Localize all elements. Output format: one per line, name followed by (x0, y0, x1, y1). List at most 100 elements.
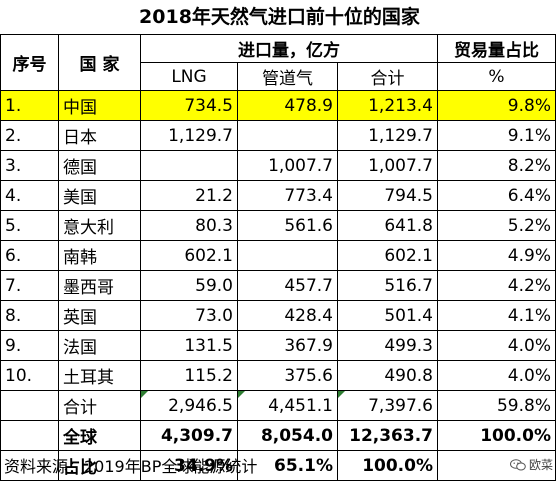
watermark: 欧菜 (509, 456, 553, 473)
row-lng: 131.5 (140, 330, 238, 361)
row-seq: 7. (0, 270, 59, 301)
table-row: 1. 中国 734.5 478.9 1,213.4 9.8% (0, 90, 556, 121)
row-country: 德国 (58, 150, 141, 181)
row-share: 9.8% (437, 90, 556, 121)
row-country: 日本 (58, 120, 141, 151)
header-seq: 序号 (0, 34, 59, 91)
row-lng: 59.0 (140, 270, 238, 301)
row-share: 4.1% (437, 300, 556, 331)
row-share: 4.2% (437, 270, 556, 301)
row-seq: 5. (0, 210, 59, 241)
row-share: 4.0% (437, 330, 556, 361)
row-total: 499.3 (337, 330, 438, 361)
row-share: 9.1% (437, 120, 556, 151)
global-blank (0, 420, 59, 451)
row-pipeline: 457.7 (237, 270, 338, 301)
row-country: 法国 (58, 330, 141, 361)
row-total: 490.8 (337, 360, 438, 391)
row-pipeline (237, 240, 338, 271)
row-total: 516.7 (337, 270, 438, 301)
global-row: 全球 4,309.7 8,054.0 12,363.7 100.0% (0, 420, 556, 451)
row-pipeline: 773.4 (237, 180, 338, 211)
header-import-group: 进口量，亿方 (140, 34, 438, 63)
row-total: 1,007.7 (337, 150, 438, 181)
row-total: 1,129.7 (337, 120, 438, 151)
row-seq: 8. (0, 300, 59, 331)
subtotal-row: 合计 2,946.5 4,451.1 7,397.6 59.8% (0, 390, 556, 421)
ratio-pipeline: 65.1% (237, 450, 338, 481)
ratio-total: 100.0% (337, 450, 438, 481)
global-lng: 4,309.7 (140, 420, 238, 451)
row-country: 英国 (58, 300, 141, 331)
table-row: 4. 美国 21.2 773.4 794.5 6.4% (0, 180, 556, 211)
header-pipeline: 管道气 (237, 62, 338, 91)
global-total: 12,363.7 (337, 420, 438, 451)
row-pipeline: 428.4 (237, 300, 338, 331)
row-total: 641.8 (337, 210, 438, 241)
row-seq: 10. (0, 360, 59, 391)
header-share: 贸易量占比 (437, 34, 556, 63)
row-lng: 115.2 (140, 360, 238, 391)
table-row: 9. 法国 131.5 367.9 499.3 4.0% (0, 330, 556, 361)
row-seq: 1. (0, 90, 59, 121)
subtotal-lng: 2,946.5 (140, 390, 238, 421)
header-country: 国 家 (58, 34, 141, 91)
row-country: 中国 (58, 90, 141, 121)
header-share-unit: % (437, 62, 556, 91)
source-note: 资料来源：2019年BP全球能源统计 (4, 457, 258, 476)
row-lng: 73.0 (140, 300, 238, 331)
table-row: 8. 英国 73.0 428.4 501.4 4.1% (0, 300, 556, 331)
row-pipeline (237, 120, 338, 151)
row-country: 南韩 (58, 240, 141, 271)
import-table: 序号 国 家 进口量，亿方 贸易量占比 LNG 管道气 合计 % 1. 中国 7… (0, 34, 556, 481)
row-seq: 2. (0, 120, 59, 151)
row-share: 6.4% (437, 180, 556, 211)
table-row: 3. 德国 1,007.7 1,007.7 8.2% (0, 150, 556, 181)
row-seq: 6. (0, 240, 59, 271)
row-pipeline: 478.9 (237, 90, 338, 121)
row-lng: 80.3 (140, 210, 238, 241)
row-total: 794.5 (337, 180, 438, 211)
row-total: 1,213.4 (337, 90, 438, 121)
row-total: 602.1 (337, 240, 438, 271)
global-share: 100.0% (437, 420, 556, 451)
table-row: 7. 墨西哥 59.0 457.7 516.7 4.2% (0, 270, 556, 301)
table-row: 2. 日本 1,129.7 1,129.7 9.1% (0, 120, 556, 151)
row-share: 4.9% (437, 240, 556, 271)
row-pipeline: 1,007.7 (237, 150, 338, 181)
row-pipeline: 561.6 (237, 210, 338, 241)
row-pipeline: 367.9 (237, 330, 338, 361)
row-pipeline: 375.6 (237, 360, 338, 391)
subtotal-total: 7,397.6 (337, 390, 438, 421)
header-lng: LNG (140, 62, 238, 91)
row-lng: 21.2 (140, 180, 238, 211)
table-row: 10. 土耳其 115.2 375.6 490.8 4.0% (0, 360, 556, 391)
row-lng: 1,129.7 (140, 120, 238, 151)
table-title: 2018年天然气进口前十位的国家 (139, 6, 420, 28)
row-lng: 734.5 (140, 90, 238, 121)
row-share: 8.2% (437, 150, 556, 181)
header-total: 合计 (337, 62, 438, 91)
watermark-text: 欧菜 (528, 458, 553, 472)
global-label: 全球 (58, 420, 141, 451)
row-seq: 9. (0, 330, 59, 361)
row-total: 501.4 (337, 300, 438, 331)
subtotal-share: 59.8% (437, 390, 556, 421)
row-share: 4.0% (437, 360, 556, 391)
global-pipeline: 8,054.0 (237, 420, 338, 451)
subtotal-pipeline: 4,451.1 (237, 390, 338, 421)
row-lng: 602.1 (140, 240, 238, 271)
table-row: 5. 意大利 80.3 561.6 641.8 5.2% (0, 210, 556, 241)
row-country: 墨西哥 (58, 270, 141, 301)
row-country: 土耳其 (58, 360, 141, 391)
ratio-share-blank (437, 450, 556, 481)
subtotal-label: 合计 (58, 390, 141, 421)
row-share: 5.2% (437, 210, 556, 241)
row-country: 美国 (58, 180, 141, 211)
wechat-icon (509, 458, 526, 470)
row-lng (140, 150, 238, 181)
row-seq: 4. (0, 180, 59, 211)
row-seq: 3. (0, 150, 59, 181)
row-country: 意大利 (58, 210, 141, 241)
subtotal-blank (0, 390, 59, 421)
